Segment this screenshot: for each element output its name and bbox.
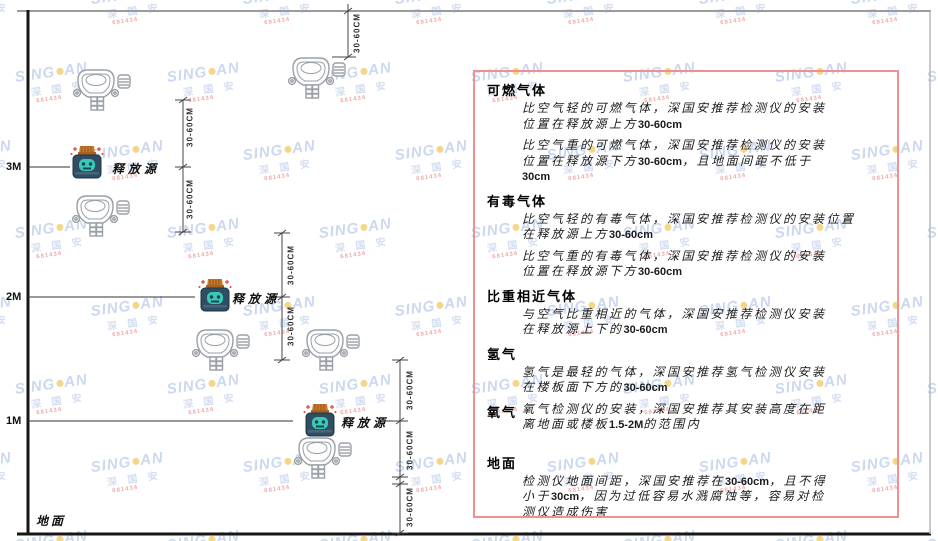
paragraph-line: 在楼板面下方的30-60cm xyxy=(522,380,668,394)
section-paragraph: 比空气重的可燃气体，深国安推荐检测仪的安装 位置在释放源下方30-60cm，且地面… xyxy=(522,138,889,185)
gas-detector-icon xyxy=(72,69,131,111)
height-label-1m: 1M xyxy=(6,415,22,427)
wall-and-floor-lines xyxy=(17,10,931,536)
paragraph-line: 比空气轻的有毒气体，深国安推荐检测仪的安装位置 xyxy=(522,211,856,226)
section-paragraph: 比空气轻的可燃气体，深国安推荐检测仪的安装 位置在释放源上方30-60cm xyxy=(522,101,889,132)
sparkle-icon xyxy=(303,405,337,413)
sparkle-icon xyxy=(70,147,104,155)
paragraph-line: 检测仪地面间距，深国安推荐在30-60cm，且不得 xyxy=(522,473,828,488)
section-heading: 比重相近气体 xyxy=(487,288,578,304)
paragraph-line: 位置在释放源上方30-60cm xyxy=(522,116,683,131)
paragraph-line: 氢气是最轻的气体，深国安推荐氢气检测仪安装 xyxy=(522,364,827,379)
release-source-icon xyxy=(198,279,232,312)
paragraph-line: 位置在释放源下方30-60cm，且地面间距不低于 xyxy=(522,153,813,168)
paragraph-line: 30cm xyxy=(522,171,551,183)
paragraph-line: 比空气轻的可燃气体，深国安推荐检测仪的安装 xyxy=(522,101,827,115)
sparkle-icon xyxy=(198,280,232,288)
dimension-label: 30-60CM xyxy=(405,487,415,527)
dimension-label: 30-60CM xyxy=(185,179,195,219)
section-heading: 有毒气体 xyxy=(487,193,548,209)
guide-section: 可燃气体比空气轻的可燃气体，深国安推荐检测仪的安装 位置在释放源上方30-60cm… xyxy=(487,80,889,185)
section-paragraph: 比空气重的有毒气体，深国安推荐检测仪的安装 位置在释放源下方30-60cm xyxy=(522,249,889,280)
paragraph-line: 在释放源上下的30-60cm xyxy=(522,322,668,336)
section-paragraph: 比空气轻的有毒气体，深国安推荐检测仪的安装位置 在释放源上方30-60cm xyxy=(522,212,889,243)
release-source-label: 释放源 xyxy=(232,292,281,306)
guide-section: 比重相近气体与空气比重相近的气体，深国安推荐检测仪安装 在释放源上下的30-60c… xyxy=(487,286,889,338)
installation-guide-panel: 可燃气体比空气轻的可燃气体，深国安推荐检测仪的安装 位置在释放源上方30-60cm… xyxy=(473,70,899,518)
section-paragraph: 氢气是最轻的气体，深国安推荐氢气检测仪安装 在楼板面下方的30-60cm xyxy=(522,365,889,396)
gas-detector-icon xyxy=(71,195,130,237)
release-source-label: 释放源 xyxy=(341,416,390,430)
dimension-label: 30-60CM xyxy=(185,107,195,147)
dimension-label: 30-60CM xyxy=(352,13,362,53)
paragraph-line: 氧气检测仪的安装，深国安推荐其安装高度在距 xyxy=(522,401,827,416)
paragraph-line: 比空气重的有毒气体，深国安推荐检测仪的安装 xyxy=(522,248,827,263)
guide-section: 地面 检测仪地面间距，深国安推荐在30-60cm，且不得 小于30cm，因为过低容易… xyxy=(487,453,889,518)
section-paragraph: 与空气比重相近的气体，深国安推荐检测仪安装 在释放源上下的30-60cm xyxy=(522,307,889,338)
dimension-label: 30-60CM xyxy=(286,245,296,285)
paragraph-line: 比空气重的可燃气体，深国安推荐检测仪的安装 xyxy=(522,138,827,152)
dimension-label: 30-60CM xyxy=(405,430,415,470)
guide-section: 氧气 氧气检测仪的安装，深国安推荐其安装高度在距 离地面或楼板1.5-2M的范围内 xyxy=(487,402,889,439)
dimension-label: 30-60CM xyxy=(405,370,415,410)
ground-label: 地面 xyxy=(36,514,67,528)
section-heading: 地面 xyxy=(487,455,518,471)
gas-detector-icon xyxy=(287,57,346,99)
paragraph-line: 离地面或楼板1.5-2M的范围内 xyxy=(522,417,702,431)
guide-section: 氢气 氢气是最轻的气体，深国安推荐氢气检测仪安装 在楼板面下方的30-60cm xyxy=(487,344,889,396)
guide-section: 有毒气体比空气轻的有毒气体，深国安推荐检测仪的安装位置 在释放源上方30-60cm… xyxy=(487,191,889,280)
paragraph-line: 位置在释放源下方30-60cm xyxy=(522,264,683,278)
section-paragraph: 氧气检测仪的安装，深国安推荐其安装高度在距 离地面或楼板1.5-2M的范围内 xyxy=(522,402,827,433)
dimension-lines xyxy=(175,4,408,537)
release-source-icon xyxy=(70,146,104,179)
section-paragraph: 检测仪地面间距，深国安推荐在30-60cm，且不得 小于30cm，因为过低容易水溅… xyxy=(522,473,889,518)
release-source-label: 释放源 xyxy=(112,162,161,176)
gas-detector-icon xyxy=(191,329,250,371)
gas-detector-icon xyxy=(293,437,352,479)
section-heading: 氧气 xyxy=(487,404,518,420)
release-source-icon xyxy=(303,404,337,437)
section-heading: 氢气 xyxy=(487,346,518,362)
paragraph-line: 测仪造成伤害 xyxy=(522,504,610,518)
gas-detector-icon xyxy=(301,329,360,371)
paragraph-line: 在释放源上方30-60cm xyxy=(522,227,654,241)
paragraph-line: 与空气比重相近的气体，深国安推荐检测仪安装 xyxy=(522,306,827,321)
paragraph-line: 小于30cm，因为过低容易水溅腐蚀等，容易对检 xyxy=(522,489,826,503)
height-label-2m: 2M xyxy=(6,291,22,303)
dimension-label: 30-60CM xyxy=(286,306,296,346)
section-heading: 可燃气体 xyxy=(487,83,548,98)
height-label-3m: 3M xyxy=(6,161,22,173)
